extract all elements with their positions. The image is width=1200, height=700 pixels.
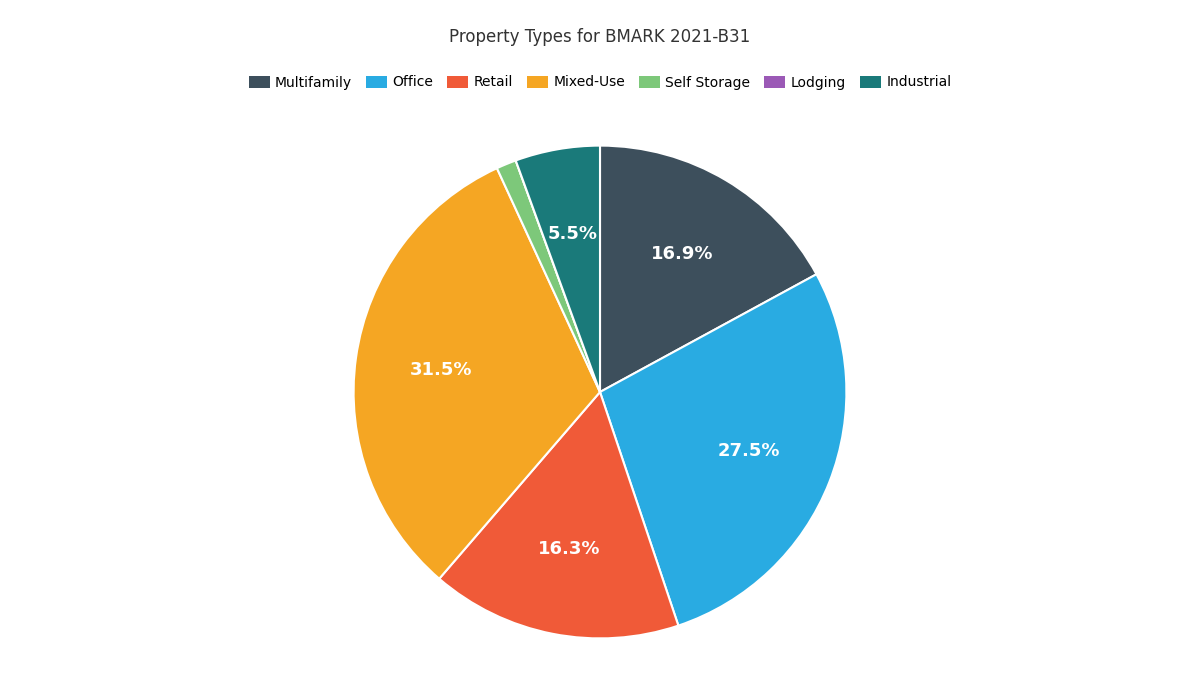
Text: 27.5%: 27.5% [718,442,780,460]
Wedge shape [516,160,600,392]
Text: 31.5%: 31.5% [410,360,473,379]
Wedge shape [497,160,600,392]
Wedge shape [354,168,600,579]
Text: 16.9%: 16.9% [650,245,713,263]
Wedge shape [516,146,600,392]
Wedge shape [600,146,816,392]
Wedge shape [439,392,678,638]
Text: 16.3%: 16.3% [538,540,600,558]
Legend: Multifamily, Office, Retail, Mixed-Use, Self Storage, Lodging, Industrial: Multifamily, Office, Retail, Mixed-Use, … [244,70,956,95]
Text: 5.5%: 5.5% [547,225,598,244]
Text: Property Types for BMARK 2021-B31: Property Types for BMARK 2021-B31 [449,28,751,46]
Wedge shape [600,274,846,626]
